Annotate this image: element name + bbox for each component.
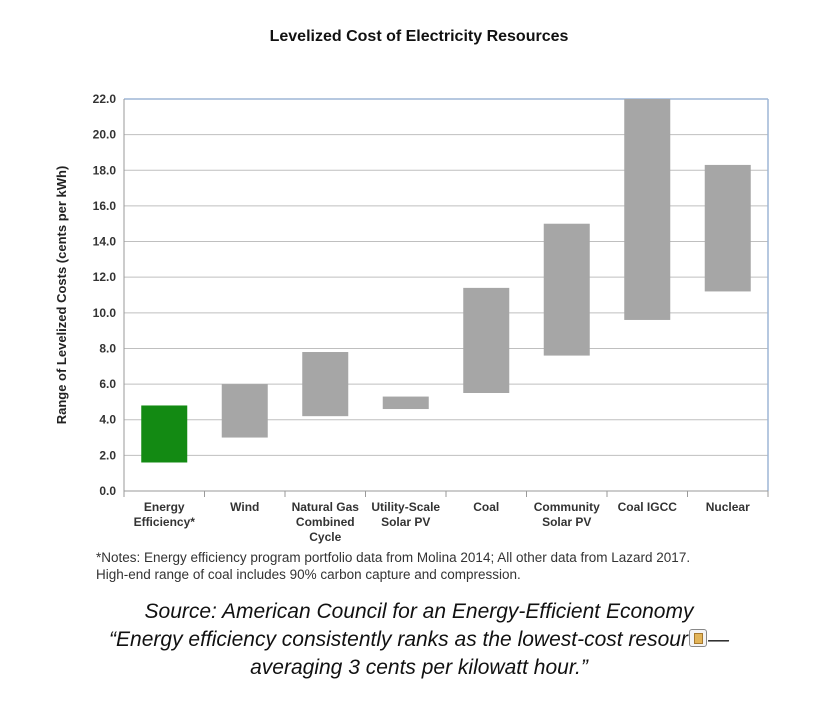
range-bar xyxy=(302,352,349,417)
range-bar xyxy=(463,287,510,393)
y-tick-label: 2.0 xyxy=(99,448,116,462)
y-tick-label: 16.0 xyxy=(93,199,117,213)
x-category-label: Natural Gas xyxy=(292,500,360,514)
x-category-label: Nuclear xyxy=(706,500,750,514)
source-line-2a: “Energy efficiency consistently ranks as… xyxy=(109,628,688,651)
y-tick-label: 12.0 xyxy=(93,270,117,284)
x-category-label: Coal IGCC xyxy=(618,500,678,514)
x-category-label: Wind xyxy=(230,500,259,514)
range-bar xyxy=(221,384,268,438)
y-tick-label: 18.0 xyxy=(93,163,117,177)
source-line-2: “Energy efficiency consistently ranks as… xyxy=(0,626,838,654)
chart-title: Levelized Cost of Electricity Resources xyxy=(269,28,569,45)
y-tick-label: 4.0 xyxy=(99,413,116,427)
notes-line-1: *Notes: Energy efficiency program portfo… xyxy=(96,550,691,565)
x-category-label: Coal xyxy=(473,500,499,514)
y-tick-label: 10.0 xyxy=(93,306,117,320)
x-category-label: Solar PV xyxy=(542,515,591,529)
range-bar xyxy=(704,164,751,292)
x-category-label: Utility-Scale xyxy=(371,500,440,514)
levelized-cost-chart: 0.0 2.0 4.0 6.0 8.0 10.0 12.0 14.0 16.0 18.0 20.0 2… xyxy=(54,92,769,544)
x-category-label: Efficiency* xyxy=(134,515,196,529)
source-caption: Source: American Council for an Energy-E… xyxy=(0,598,838,682)
source-line-2b: — xyxy=(707,628,729,651)
notes-line-2: High-end range of coal includes 90% carb… xyxy=(96,567,521,582)
y-tick-label: 6.0 xyxy=(99,377,116,391)
range-bar xyxy=(141,405,188,463)
range-bar xyxy=(543,223,590,356)
y-axis-label: Range of Levelized Costs (cents per kWh) xyxy=(54,166,69,425)
y-tick-label: 0.0 xyxy=(99,484,116,498)
source-line-3: averaging 3 cents per kilowatt hour.” xyxy=(250,656,588,679)
x-category-label: Solar PV xyxy=(381,515,430,529)
range-bar xyxy=(624,99,671,320)
chart-notes: *Notes: Energy efficiency program portfo… xyxy=(96,549,796,583)
y-tick-label: 8.0 xyxy=(99,341,116,355)
x-category-label: Combined xyxy=(296,515,355,529)
y-tick-label: 22.0 xyxy=(93,92,117,106)
x-category-label: Community xyxy=(534,500,600,514)
source-line-1: Source: American Council for an Energy-E… xyxy=(144,600,694,623)
range-bar xyxy=(382,396,429,410)
y-tick-label: 20.0 xyxy=(93,128,117,142)
clipboard-paste-icon[interactable] xyxy=(688,629,707,647)
y-tick-label: 14.0 xyxy=(93,235,117,249)
x-category-label: Cycle xyxy=(309,530,341,544)
x-category-label: Energy xyxy=(144,500,185,514)
